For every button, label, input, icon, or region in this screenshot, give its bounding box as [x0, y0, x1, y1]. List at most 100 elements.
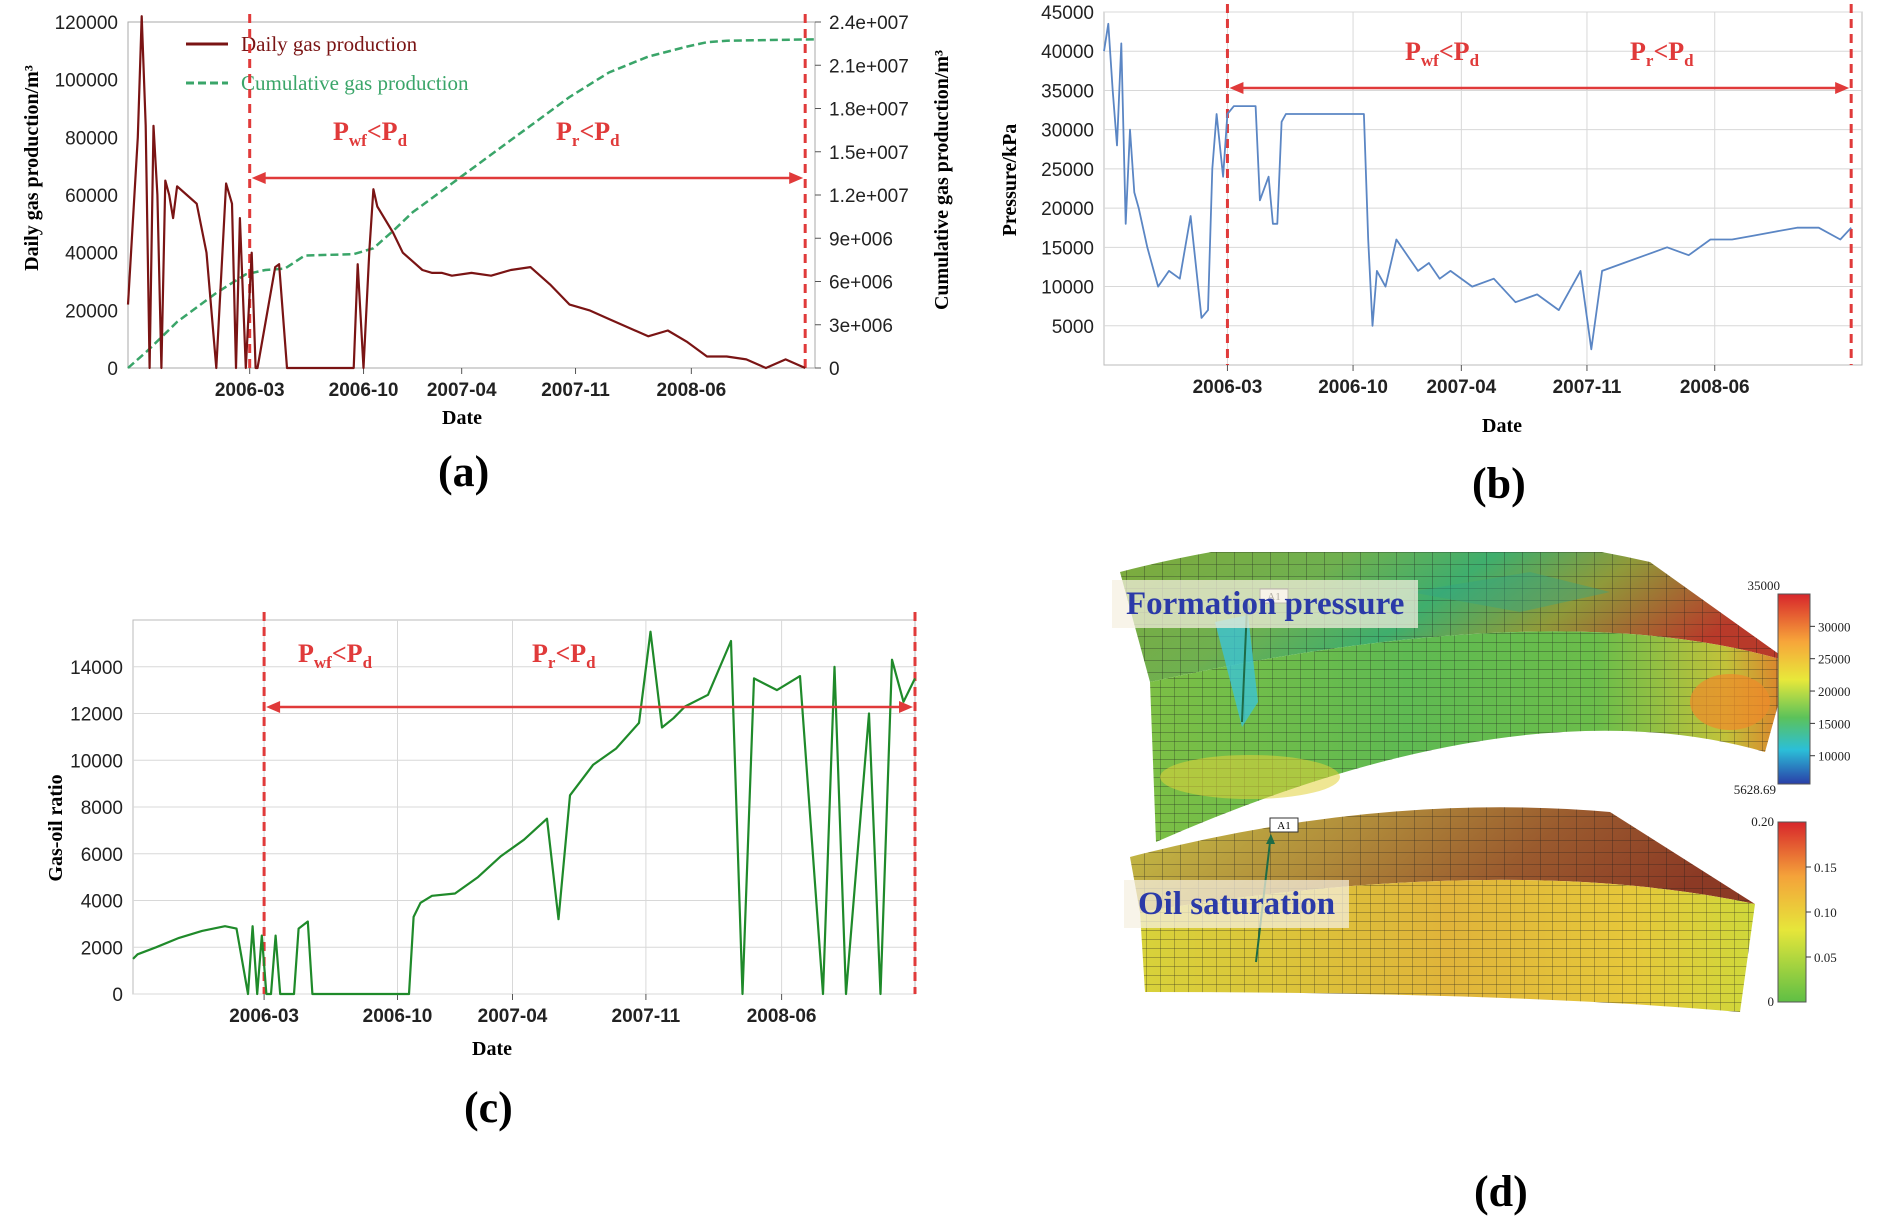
- chart-c-region-pwf-p: P: [298, 639, 314, 668]
- chart-c-region-pr-p2: P: [570, 639, 586, 668]
- chart-c-region-pwf-sub2: d: [363, 653, 373, 672]
- chart-a-region-pwf-sub: wf: [349, 131, 367, 150]
- chart-c-ytick-label: 14000: [70, 658, 123, 679]
- chart-b-region-pwf-p2: P: [1454, 37, 1470, 66]
- chart-c-region-pr-sub: r: [548, 653, 556, 672]
- chart-b-series-pressure: [1103, 22, 1852, 351]
- saturation-colorbar-tick-label: 0.15: [1814, 860, 1837, 875]
- chart-a-y2tick-label: 1.5e+007: [829, 143, 909, 164]
- chart-b-ytick-label: 5000: [1052, 317, 1094, 338]
- saturation-colorbar: [1777, 821, 1807, 1003]
- chart-b-xtick-label: 2007-04: [1426, 377, 1496, 398]
- chart-c-arrow-head-right: [899, 701, 913, 713]
- chart-b-arrow-head-right: [1835, 82, 1850, 94]
- chart-a-region-pr-p: P: [556, 117, 572, 146]
- panel-label-a: (a): [438, 447, 490, 496]
- chart-a-y2tick-label: 3e+006: [829, 316, 893, 337]
- oil-saturation-title: Oil saturation: [1124, 880, 1350, 929]
- chart-a-region-pr-sub: r: [572, 131, 580, 150]
- chart-b-ytick-label: 35000: [1041, 81, 1094, 102]
- chart-a-ytick-label: 40000: [65, 244, 118, 265]
- saturation-colorbar-min: 0: [1768, 994, 1775, 1009]
- chart-a-region-pwf: Pwf<Pd: [333, 117, 408, 150]
- chart-c-ylabel: Gas-oil ratio: [45, 774, 67, 881]
- pressure-colorbar-tick-label: 20000: [1818, 684, 1851, 699]
- chart-b-ytick-label: 25000: [1041, 160, 1094, 181]
- chart-a-xtick-label: 2006-03: [215, 380, 285, 401]
- chart-a-xlabel: Date: [442, 407, 482, 429]
- chart-c-xtick-label: 2007-11: [612, 1006, 681, 1027]
- chart-b-ytick-label: 15000: [1041, 238, 1094, 259]
- chart-a-arrow-head-right: [789, 172, 804, 184]
- chart-b-region-pr-sub: r: [1646, 51, 1654, 70]
- pressure-colorbar: [1777, 593, 1811, 785]
- chart-b-region-pwf-sub: wf: [1421, 51, 1439, 70]
- chart-c-xtick-label: 2006-10: [363, 1006, 433, 1027]
- chart-a-y2tick-label: 0: [829, 359, 840, 380]
- panel-label-b: (b): [1472, 459, 1526, 508]
- saturation-colorbar-tick-label: 0.05: [1814, 950, 1837, 965]
- chart-a-ytick-label: 20000: [65, 301, 118, 322]
- chart-b-ytick-label: 40000: [1041, 42, 1094, 63]
- chart-c-region-pwf-lt: <: [332, 639, 347, 668]
- pressure-colorbar-tick-label: 25000: [1818, 652, 1851, 667]
- chart-a-y2tick-label: 2.4e+007: [829, 13, 909, 34]
- chart-c-ytick-label: 8000: [81, 798, 123, 819]
- chart-b-ytick-label: 30000: [1041, 121, 1094, 142]
- chart-a-y2tick-label: 1.2e+007: [829, 186, 909, 207]
- chart-c-ytick-label: 0: [112, 985, 123, 1006]
- chart-a-region-pr-sub2: d: [610, 131, 620, 150]
- chart-b-xtick-label: 2006-03: [1193, 377, 1263, 398]
- chart-b-xlabel: Date: [1482, 415, 1522, 437]
- chart-b-region-pr: Pr<Pd: [1630, 37, 1694, 70]
- chart-a-arrow-head-left: [251, 172, 266, 184]
- pressure-colorbar-tick-label: 15000: [1818, 716, 1851, 731]
- chart-a-xtick-label: 2007-11: [541, 380, 610, 401]
- chart-b-region-pwf-sub2: d: [1470, 51, 1480, 70]
- chart-c-ytick-label: 10000: [70, 751, 123, 772]
- chart-c-ytick-label: 12000: [70, 705, 123, 726]
- chart-b-plot-frame: [1103, 11, 1863, 366]
- chart-b-ytick-label: 45000: [1041, 3, 1094, 24]
- chart-c-xtick-label: 2007-04: [478, 1006, 548, 1027]
- chart-c-region-pr-lt: <: [555, 639, 570, 668]
- chart-c-xtick-label: 2008-06: [747, 1006, 817, 1027]
- chart-a-region-pr: Pr<Pd: [556, 117, 620, 150]
- chart-a-y2tick-label: 1.8e+007: [829, 100, 909, 121]
- chart-b-xtick-label: 2007-11: [1553, 377, 1622, 398]
- chart-a-region-pwf-p: P: [333, 117, 349, 146]
- chart-a-ytick-label: 120000: [55, 13, 118, 34]
- chart-a: Daily gas production/m³ Cumulative gas p…: [21, 13, 953, 429]
- chart-b-ylabel: Pressure/kPa: [999, 124, 1021, 237]
- chart-b-region-pr-sub2: d: [1684, 51, 1694, 70]
- chart-a-region-pwf-p2: P: [382, 117, 398, 146]
- well-marker-a1-bottom: [1269, 817, 1299, 833]
- chart-c-region-pr: Pr<Pd: [532, 639, 596, 672]
- chart-a-series-cumulative: [127, 38, 816, 369]
- chart-c-region-pwf: Pwf<Pd: [298, 639, 373, 672]
- chart-b-region-pr-lt: <: [1653, 37, 1668, 66]
- chart-b-ytick-label: 10000: [1041, 278, 1094, 299]
- chart-a-ytick-label: 0: [107, 359, 118, 380]
- pressure-colorbar-min: 5628.69: [1734, 782, 1776, 797]
- chart-a-ytick-label: 80000: [65, 128, 118, 149]
- chart-a-legend-daily: Daily gas production: [241, 32, 418, 56]
- saturation-colorbar-ticks: 0.15 0.10 0.05: [1806, 860, 1837, 965]
- chart-b-region-pr-p: P: [1630, 37, 1646, 66]
- chart-a-plot-frame: [127, 21, 816, 369]
- chart-a-xtick-label: 2008-06: [656, 380, 726, 401]
- chart-b-ytick-label: 20000: [1041, 199, 1094, 220]
- pressure-colorbar-max: 35000: [1748, 578, 1781, 593]
- chart-a-xtick-label: 2006-10: [329, 380, 399, 401]
- chart-a-ytick-label: 60000: [65, 186, 118, 207]
- chart-c-region-pwf-p2: P: [347, 639, 363, 668]
- panel-label-d: (d): [1474, 1167, 1528, 1216]
- chart-b-region-pr-p2: P: [1668, 37, 1684, 66]
- chart-a-region-pr-p2: P: [594, 117, 610, 146]
- chart-b-region-pwf: Pwf<Pd: [1405, 37, 1480, 70]
- chart-c-xtick-label: 2006-03: [229, 1006, 299, 1027]
- chart-a-region-pr-lt: <: [579, 117, 594, 146]
- chart-c-ytick-label: 6000: [81, 845, 123, 866]
- chart-a-legend-cumulative: Cumulative gas production: [241, 71, 469, 95]
- pressure-colorbar-tick-label: 30000: [1818, 619, 1851, 634]
